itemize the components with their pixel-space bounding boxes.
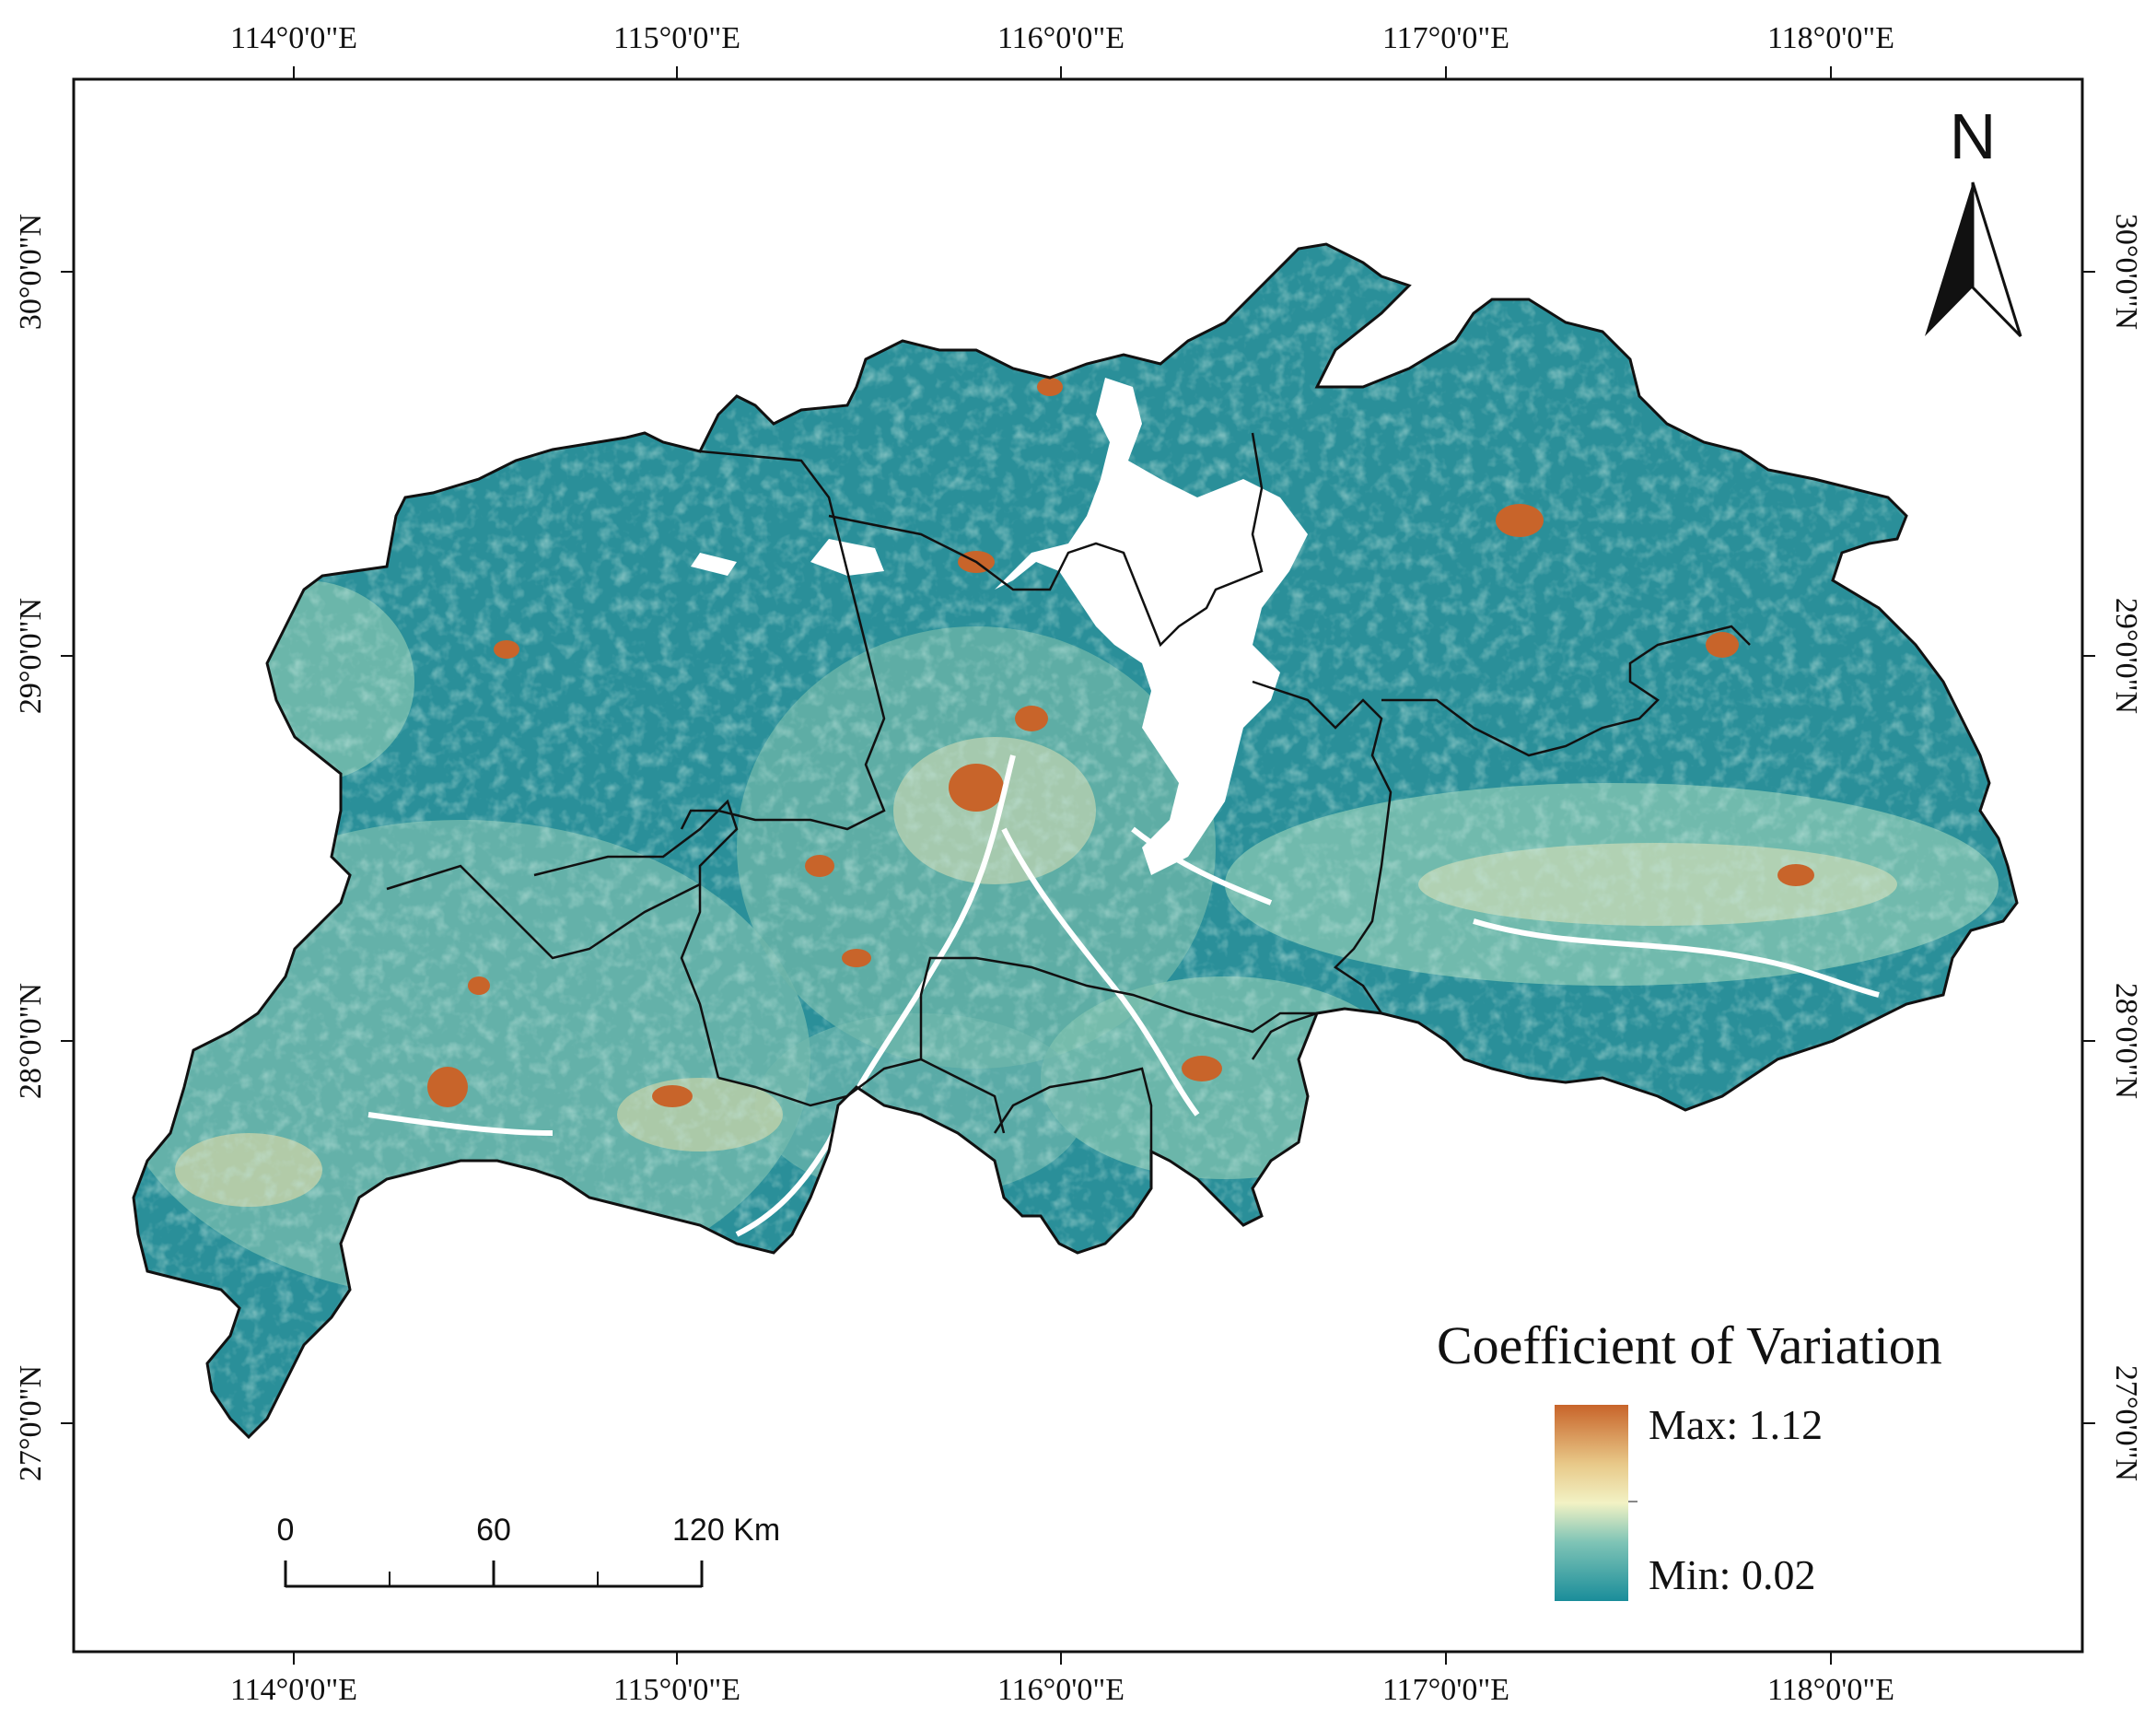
lat-label: 27°0'0"N	[2109, 1365, 2143, 1481]
north-arrow-icon: N	[1925, 100, 2022, 338]
county-boundaries	[386, 432, 1751, 1151]
rivers	[367, 754, 1880, 1237]
scale-label: 0	[277, 1513, 295, 1548]
lat-label: 30°0'0"N	[14, 214, 48, 330]
north-label: N	[1950, 100, 1997, 172]
lat-label: 28°0'0"N	[14, 983, 48, 1099]
region-outline	[132, 242, 2019, 1440]
scale-label: 120 Km	[672, 1513, 780, 1548]
legend-color-ramp	[1555, 1405, 1628, 1601]
lat-label: 28°0'0"N	[2109, 983, 2143, 1099]
hotspot-patches	[427, 378, 1814, 1107]
lon-label: 117°0'0"E	[1382, 1673, 1509, 1707]
lon-label: 116°0'0"E	[997, 1673, 1125, 1707]
legend: Coefficient of Variation Max: 1.12 Min: …	[1437, 1315, 1942, 1601]
lon-labels-top: 114°0'0"E 115°0'0"E 116°0'0"E 117°0'0"E …	[230, 21, 1894, 55]
lat-label: 27°0'0"N	[14, 1365, 48, 1481]
legend-title: Coefficient of Variation	[1437, 1315, 1942, 1375]
lon-label: 114°0'0"E	[230, 1673, 357, 1707]
scale-label: 60	[476, 1513, 511, 1548]
legend-min-label: Min: 0.02	[1649, 1551, 1815, 1598]
lon-label: 116°0'0"E	[997, 21, 1125, 55]
lon-label: 115°0'0"E	[613, 21, 740, 55]
lat-label: 30°0'0"N	[2109, 214, 2143, 330]
lat-label: 29°0'0"N	[2109, 598, 2143, 714]
graticule-ticks	[61, 66, 2095, 1665]
lon-label: 118°0'0"E	[1767, 21, 1894, 55]
lon-label: 114°0'0"E	[230, 21, 357, 55]
legend-max-label: Max: 1.12	[1649, 1401, 1823, 1448]
lat-label: 29°0'0"N	[14, 598, 48, 714]
lake	[995, 378, 1308, 875]
scale-bar: 0 60 120 Km	[277, 1513, 780, 1588]
lon-labels-bottom: 114°0'0"E 115°0'0"E 116°0'0"E 117°0'0"E …	[230, 1673, 1894, 1707]
lon-label: 118°0'0"E	[1767, 1673, 1894, 1707]
lon-label: 117°0'0"E	[1382, 21, 1509, 55]
lon-label: 115°0'0"E	[613, 1673, 740, 1707]
lat-labels-left: 30°0'0"N 29°0'0"N 28°0'0"N 27°0'0"N	[14, 214, 48, 1481]
lat-labels-right: 30°0'0"N 29°0'0"N 28°0'0"N 27°0'0"N	[2109, 214, 2143, 1481]
